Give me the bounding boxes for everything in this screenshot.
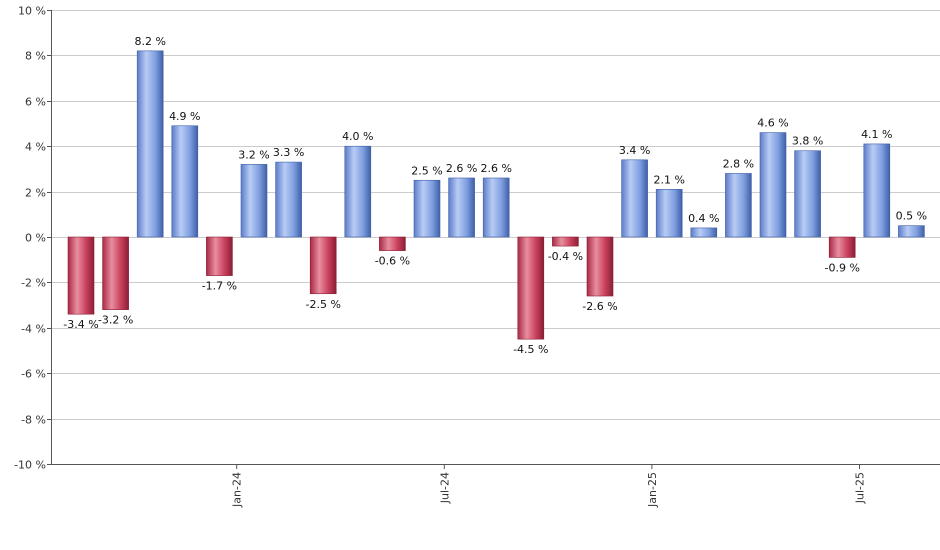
y-axis-tick-labels: 10 % 8 % 6 % 4 % 2 % 0 % -2 % -4 % -6 % -8 % -10 % <box>14 5 51 472</box>
bar <box>552 236 579 247</box>
y-tick-label: -6 % <box>21 368 46 381</box>
bar-data-label: 3.8 % <box>792 135 823 148</box>
bar-data-label: 4.6 % <box>757 117 788 130</box>
bar-data-label: -3.2 % <box>98 314 133 327</box>
bar-data-label: 8.2 % <box>134 35 165 48</box>
y-tick-label: 2 % <box>25 187 46 200</box>
bar <box>482 177 510 238</box>
bar <box>206 236 233 276</box>
bar-data-labels: -3.4 % -3.2 % 8.2 % 4.9 % -1.7 % 3.2 % 3.3 % -2… <box>63 35 927 356</box>
bar-data-label: -4.5 % <box>513 343 548 356</box>
bar-data-label: 3.3 % <box>273 146 304 159</box>
bar-data-label: 2.8 % <box>723 157 754 170</box>
bar-data-label: -0.4 % <box>548 250 583 263</box>
x-tick-label: Jul-24 <box>438 472 451 504</box>
bar-data-label: 2.1 % <box>653 173 684 186</box>
bar <box>379 236 406 251</box>
bar-data-label: 2.5 % <box>411 164 442 177</box>
y-tick-label: 4 % <box>25 141 46 154</box>
x-axis-tick-labels: Jan-24 Jul-24 Jan-25 Jul-25 <box>231 464 867 508</box>
bar <box>448 177 475 238</box>
bar-data-label: 2.6 % <box>446 162 477 175</box>
bar <box>898 225 925 238</box>
y-tick-label: 10 % <box>18 5 46 18</box>
bar <box>171 125 199 238</box>
bar <box>586 236 614 297</box>
x-tick-label: Jul-25 <box>854 472 867 504</box>
bar <box>309 236 337 295</box>
bar <box>136 50 164 238</box>
y-tick-label: -4 % <box>21 323 46 336</box>
y-tick-label: 0 % <box>25 232 46 245</box>
bar <box>725 173 752 238</box>
bars <box>67 50 925 340</box>
bar-data-label: -0.9 % <box>824 261 859 274</box>
bar-data-label: -2.5 % <box>305 298 340 311</box>
bar <box>655 189 683 238</box>
bar-data-label: 0.5 % <box>896 210 927 223</box>
bar-data-label: 4.9 % <box>169 110 200 123</box>
y-tick-label: 8 % <box>25 50 46 63</box>
y-tick-label: -10 % <box>14 459 46 472</box>
bar <box>794 150 821 238</box>
bar <box>67 236 95 315</box>
bar-data-label: -2.6 % <box>582 300 617 313</box>
bar-data-label: 4.0 % <box>342 130 373 143</box>
x-tick-label: Jan-24 <box>231 472 244 508</box>
bar-data-label: -1.7 % <box>202 280 237 293</box>
bar <box>275 161 302 238</box>
y-tick-label: -2 % <box>21 277 46 290</box>
bar-data-label: 3.2 % <box>238 148 269 161</box>
grid-lines <box>51 10 940 465</box>
bar-data-label: 3.4 % <box>619 144 650 157</box>
bar <box>413 179 441 238</box>
axes <box>51 10 940 465</box>
x-tick-label: Jan-25 <box>646 472 659 508</box>
bar-data-label: 4.1 % <box>861 128 892 141</box>
bar <box>344 145 372 238</box>
bar <box>690 227 718 238</box>
bar <box>863 143 891 238</box>
bar-data-label: 0.4 % <box>688 212 719 225</box>
bar <box>240 164 268 238</box>
bar-data-label: -3.4 % <box>63 318 98 331</box>
bar <box>828 236 856 258</box>
bar <box>621 159 648 238</box>
bar <box>759 132 787 238</box>
bar-data-label: -0.6 % <box>375 255 410 268</box>
y-tick-label: 6 % <box>25 96 46 109</box>
y-tick-label: -8 % <box>21 414 46 427</box>
bar-data-label: 2.6 % <box>480 162 511 175</box>
bar <box>102 236 129 310</box>
bar <box>517 236 545 340</box>
